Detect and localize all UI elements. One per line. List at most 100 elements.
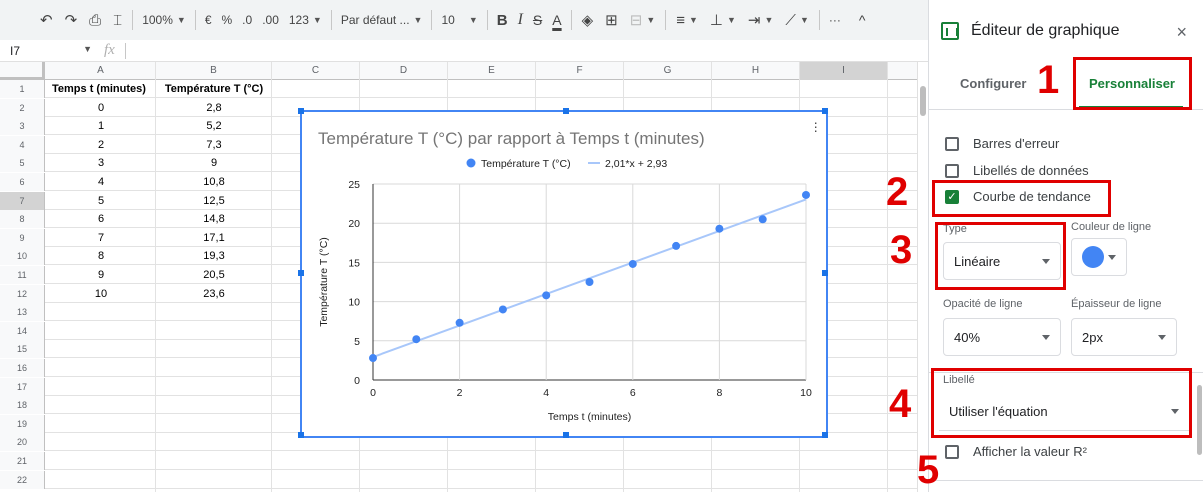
row-header[interactable]: 1: [0, 80, 45, 98]
table-cell[interactable]: 17,1: [203, 231, 225, 244]
row-header[interactable]: 6: [0, 173, 45, 191]
row-header[interactable]: 10: [0, 247, 45, 266]
table-cell[interactable]: 19,3: [203, 250, 225, 263]
column-header-h[interactable]: H: [712, 62, 800, 80]
text-rotation-icon[interactable]: ⟋ ▼: [785, 11, 809, 29]
table-cell[interactable]: 10,8: [203, 176, 225, 188]
row-header[interactable]: 3: [0, 117, 45, 136]
row-header[interactable]: 15: [0, 340, 45, 359]
table-cell[interactable]: 9: [210, 157, 218, 170]
column-header-b[interactable]: B: [156, 62, 272, 80]
row-header[interactable]: 5: [0, 154, 45, 173]
table-cell[interactable]: 0: [97, 101, 105, 114]
table-cell[interactable]: 3: [97, 157, 105, 170]
table-cell[interactable]: 5: [97, 194, 105, 207]
chart[interactable]: · · · Température T (°C) par rapport à Tem…: [298, 108, 828, 438]
more-button[interactable]: ···: [828, 13, 841, 27]
resize-handle[interactable]: [822, 432, 828, 438]
row-header[interactable]: 18: [0, 396, 45, 415]
data-labels-checkbox[interactable]: Libellés de données: [945, 163, 1089, 178]
font-size-select[interactable]: 10 ▼: [441, 13, 478, 27]
print-icon[interactable]: ⎙: [89, 11, 102, 29]
column-header-d[interactable]: D: [360, 62, 448, 80]
scrollbar-thumb[interactable]: [920, 86, 926, 116]
number-format-select[interactable]: 123 ▼: [288, 13, 322, 27]
row-header[interactable]: 7: [0, 191, 45, 210]
table-cell[interactable]: 1: [97, 120, 105, 133]
table-cell[interactable]: 7,3: [206, 138, 222, 151]
row-header[interactable]: 17: [0, 377, 45, 396]
table-cell[interactable]: 9: [97, 269, 105, 281]
column-header-e[interactable]: E: [448, 62, 536, 80]
italic-button[interactable]: I: [517, 11, 523, 28]
resize-handle[interactable]: [822, 108, 828, 114]
select-all-corner[interactable]: [0, 62, 45, 80]
panel-scrollbar[interactable]: [1197, 385, 1202, 455]
trendline-label-dropdown[interactable]: Utiliser l'équation: [939, 393, 1189, 431]
merge-cells-icon[interactable]: ⊟ ▼: [629, 12, 656, 29]
row-header[interactable]: 14: [0, 321, 45, 340]
resize-handle[interactable]: [298, 270, 304, 276]
error-bars-checkbox[interactable]: Barres d'erreur: [945, 136, 1059, 151]
tab-configurer[interactable]: Configurer: [960, 76, 1027, 91]
horizontal-align-icon[interactable]: ≡ ▼: [676, 11, 698, 29]
table-cell[interactable]: 2: [97, 138, 105, 151]
tab-personnaliser[interactable]: Personnaliser: [1089, 76, 1175, 91]
text-wrap-icon[interactable]: ⇥ ▼: [747, 12, 774, 29]
row-header[interactable]: 9: [0, 228, 45, 247]
table-cell[interactable]: 14,8: [203, 213, 225, 226]
fill-color-icon[interactable]: ◈: [581, 12, 594, 29]
column-header-f[interactable]: F: [536, 62, 624, 80]
vertical-align-icon[interactable]: ⊥ ▼: [709, 12, 736, 29]
currency-format-button[interactable]: €: [204, 13, 212, 27]
row-header[interactable]: 12: [0, 284, 45, 303]
font-select[interactable]: Par défaut ... ▼: [340, 13, 423, 27]
undo-icon[interactable]: ↶: [40, 12, 53, 29]
column-header-g[interactable]: G: [624, 62, 712, 80]
column-header-c[interactable]: C: [272, 62, 360, 80]
row-header[interactable]: 8: [0, 210, 45, 229]
increase-decimal-button[interactable]: .00: [262, 13, 279, 27]
row-header[interactable]: 20: [0, 433, 45, 452]
row-header[interactable]: 13: [0, 303, 45, 322]
table-cell[interactable]: 20,5: [203, 269, 225, 281]
column-header-a[interactable]: A: [46, 62, 156, 80]
decrease-decimal-button[interactable]: .0: [242, 13, 253, 27]
strikethrough-button[interactable]: S: [532, 12, 543, 28]
table-cell[interactable]: 5,2: [206, 120, 222, 133]
row-header[interactable]: 4: [0, 135, 45, 154]
line-thickness-dropdown[interactable]: 2px: [1071, 318, 1177, 356]
row-header[interactable]: 19: [0, 414, 45, 433]
row-header[interactable]: 21: [0, 452, 45, 470]
resize-handle[interactable]: [298, 432, 304, 438]
vertical-scrollbar[interactable]: [917, 62, 928, 492]
row-header[interactable]: 11: [0, 266, 45, 284]
redo-icon[interactable]: ↷: [64, 12, 78, 29]
column-header-i[interactable]: I: [800, 62, 888, 80]
line-color-picker[interactable]: [1071, 238, 1127, 276]
bold-button[interactable]: B: [496, 11, 508, 29]
table-cell[interactable]: 6: [97, 213, 105, 226]
row-header[interactable]: 22: [0, 470, 45, 489]
header-cell[interactable]: Temps t (minutes): [52, 83, 146, 95]
chart-menu-icon[interactable]: · · ·: [813, 114, 818, 138]
zoom-select[interactable]: 100% ▼: [142, 13, 186, 27]
formula-input[interactable]: [126, 41, 928, 61]
percent-format-button[interactable]: %: [221, 13, 233, 27]
table-cell[interactable]: 7: [97, 231, 105, 244]
show-r2-checkbox[interactable]: Afficher la valeur R²: [945, 444, 1087, 459]
borders-icon[interactable]: ⊞: [605, 12, 618, 29]
text-color-button[interactable]: A: [552, 12, 562, 28]
name-box[interactable]: I7 ▼: [0, 44, 100, 58]
collapse-toolbar-button[interactable]: ^: [858, 12, 866, 28]
table-cell[interactable]: 12,5: [203, 194, 225, 207]
resize-handle[interactable]: [563, 432, 569, 438]
table-cell[interactable]: 8: [97, 250, 105, 263]
table-cell[interactable]: 10: [94, 287, 108, 300]
trendline-type-dropdown[interactable]: Linéaire: [943, 242, 1061, 280]
resize-handle[interactable]: [298, 108, 304, 114]
table-cell[interactable]: 4: [97, 176, 105, 188]
table-cell[interactable]: 23,6: [203, 287, 225, 300]
row-header[interactable]: 16: [0, 359, 45, 377]
paint-format-icon[interactable]: ⌶: [113, 11, 123, 29]
